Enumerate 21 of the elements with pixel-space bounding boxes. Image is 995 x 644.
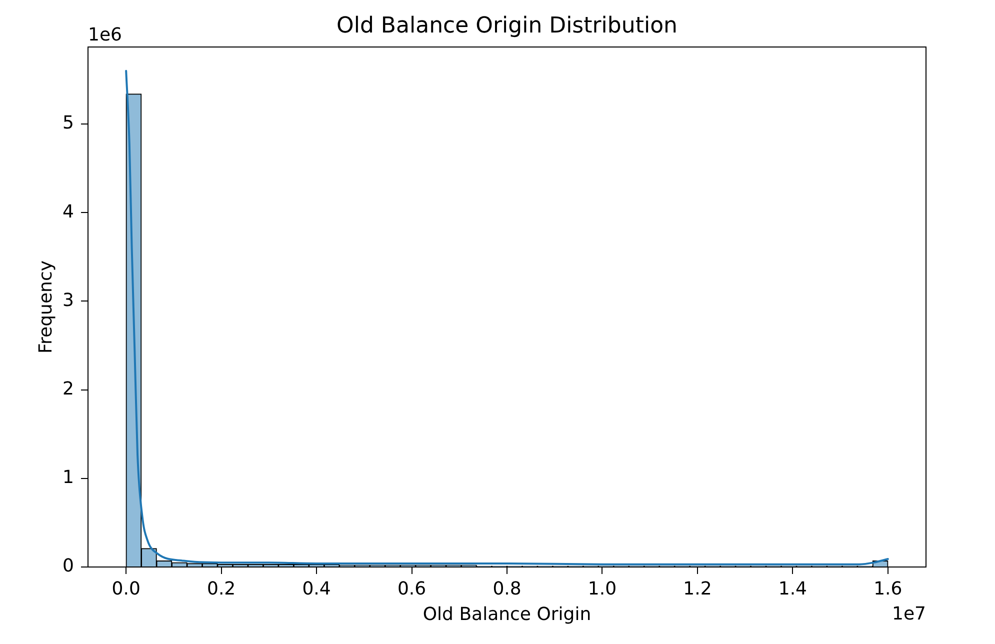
x-tick-label: 0.6 xyxy=(397,578,426,600)
x-tick-label: 0.4 xyxy=(302,578,331,600)
y-tick-label: 0 xyxy=(62,556,74,577)
x-tick-label: 0.0 xyxy=(112,578,140,600)
x-tick-label: 1.6 xyxy=(874,578,902,600)
x-tick-label: 1.0 xyxy=(588,578,617,600)
y-axis-title: Frequency xyxy=(35,260,56,354)
x-tick-label: 1.4 xyxy=(778,578,807,600)
x-tick-label: 0.8 xyxy=(492,578,522,600)
y-tick-label: 5 xyxy=(62,112,74,134)
y-tick-label: 4 xyxy=(62,201,74,222)
line-series xyxy=(125,70,889,566)
chart-title: Old Balance Origin Distribution xyxy=(336,14,678,39)
text: 1e6 xyxy=(88,24,122,46)
y-tick-label: 1 xyxy=(62,467,74,488)
x-tick-label: 1.2 xyxy=(683,578,712,600)
y-tick-label: 2 xyxy=(62,378,74,400)
y-tick-label: 3 xyxy=(62,290,74,311)
text: 1e7 xyxy=(892,604,926,625)
x-tick-label: 0.2 xyxy=(207,578,236,600)
x-axis-title: Old Balance Origin xyxy=(422,604,592,625)
